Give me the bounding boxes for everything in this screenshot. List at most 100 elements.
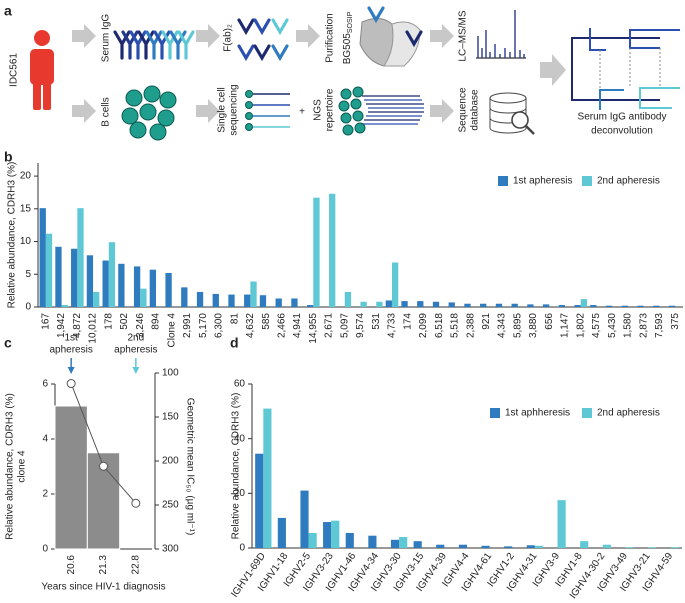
repertoire-icon <box>342 124 354 136</box>
x-tick-label: 5,518 <box>450 313 461 338</box>
process-arrow <box>72 99 96 123</box>
x-tick-label: 174 <box>402 313 413 330</box>
database-icon <box>489 92 527 104</box>
bar <box>481 545 490 548</box>
y-tick-label: 2 <box>42 489 48 500</box>
bar <box>307 305 314 307</box>
x-tick-label: 585 <box>261 313 272 330</box>
bar <box>329 193 336 307</box>
b-cell-icons <box>157 109 175 127</box>
bar <box>360 301 367 307</box>
y-tick-label: 0 <box>239 543 245 554</box>
bar <box>653 305 660 307</box>
fab-icons <box>271 18 289 34</box>
step-label: LC–MS/MS <box>458 10 469 61</box>
x-tick-label: 2,388 <box>465 313 476 338</box>
x-tick-label: 178 <box>103 313 114 330</box>
line-point <box>66 379 76 389</box>
bar <box>526 545 535 548</box>
x-tick-label: 1,802 <box>575 313 586 338</box>
b-cell-icons <box>149 123 167 141</box>
fab-icons <box>237 18 289 60</box>
bar <box>250 281 257 307</box>
panel-label: c <box>4 335 12 351</box>
antigen-subscript: SOSIP <box>347 11 354 33</box>
bar <box>71 248 78 307</box>
step-label: B cells <box>101 97 112 126</box>
x-tick-label: 10,012 <box>88 313 99 344</box>
trimer-icon <box>359 6 423 67</box>
bar <box>574 305 581 307</box>
bar <box>118 263 125 307</box>
bar <box>557 500 566 548</box>
line-point <box>99 461 108 471</box>
trimer-icon <box>383 21 421 67</box>
b-cell-icons <box>139 103 157 121</box>
b-cell-icons <box>121 107 139 125</box>
process-arrow <box>72 24 96 48</box>
x-tick-label: 5,895 <box>512 313 523 338</box>
fab-icons <box>253 44 271 60</box>
bar <box>432 301 440 307</box>
annotation-arrowhead <box>67 367 75 374</box>
bar <box>590 305 597 307</box>
x-tick-label: 5,097 <box>339 313 350 338</box>
bar <box>345 532 354 548</box>
bar <box>277 517 286 548</box>
annotation-arrowhead <box>132 367 140 374</box>
process-arrow <box>72 24 566 123</box>
bar <box>527 304 534 307</box>
antibody-tree <box>571 28 680 110</box>
bar <box>86 255 94 307</box>
line-point <box>131 498 141 508</box>
bar <box>558 305 566 307</box>
bar <box>368 535 377 548</box>
x-tick-label: 4,632 <box>245 313 256 338</box>
y-tick-label: 4 <box>42 434 48 445</box>
x-tick-label: 22.8 <box>130 555 141 575</box>
donor-icon <box>33 80 41 110</box>
sequence-icons <box>245 101 253 109</box>
b-cell-icons <box>125 89 143 107</box>
x-tick-label: 375 <box>670 313 681 330</box>
panel-label: a <box>4 3 12 19</box>
bar <box>625 547 634 548</box>
repertoire-icon <box>338 100 350 112</box>
repertoire-icon <box>340 88 352 100</box>
b-cell-icons <box>159 91 177 109</box>
database-icon <box>511 111 529 129</box>
x-tick-label: 81 <box>229 313 240 325</box>
bar <box>181 287 188 307</box>
y2-tick-label: 250 <box>162 500 179 511</box>
donor-icon <box>43 80 51 110</box>
sequence-icons <box>245 123 253 131</box>
fab-icons <box>253 18 271 34</box>
x-tick-label: 14,955 <box>308 313 319 344</box>
x-tick-label: 3,246 <box>135 313 146 338</box>
bar <box>255 453 264 548</box>
process-arrow <box>540 54 566 86</box>
bar <box>385 300 392 307</box>
bar <box>323 522 332 548</box>
x-tick-label: 7,593 <box>654 313 665 338</box>
bar <box>621 305 628 307</box>
donor-icon <box>34 30 50 46</box>
b-cell-icons <box>129 121 147 139</box>
fab-icons <box>237 18 255 34</box>
y-axis-label: Relative abundance, CDRH3 (%) <box>7 162 18 309</box>
x-tick-label: 2,991 <box>182 313 193 338</box>
bar <box>228 294 235 307</box>
bar <box>458 544 467 548</box>
y-tick-label: 20 <box>234 488 246 499</box>
x-tick-label: 1,580 <box>623 313 634 338</box>
x-tick-label: 2,873 <box>638 313 649 338</box>
bar <box>580 541 589 548</box>
x-tick-label: 6,518 <box>434 313 445 338</box>
x-tick-label: 1,942 <box>56 313 67 338</box>
x-tick-label: 894 <box>151 313 162 330</box>
x-tick-label: 5,430 <box>607 313 618 338</box>
bar <box>45 233 53 307</box>
x-tick-label: 1,147 <box>560 313 571 338</box>
bar <box>376 301 383 307</box>
legend-swatch <box>582 408 592 418</box>
